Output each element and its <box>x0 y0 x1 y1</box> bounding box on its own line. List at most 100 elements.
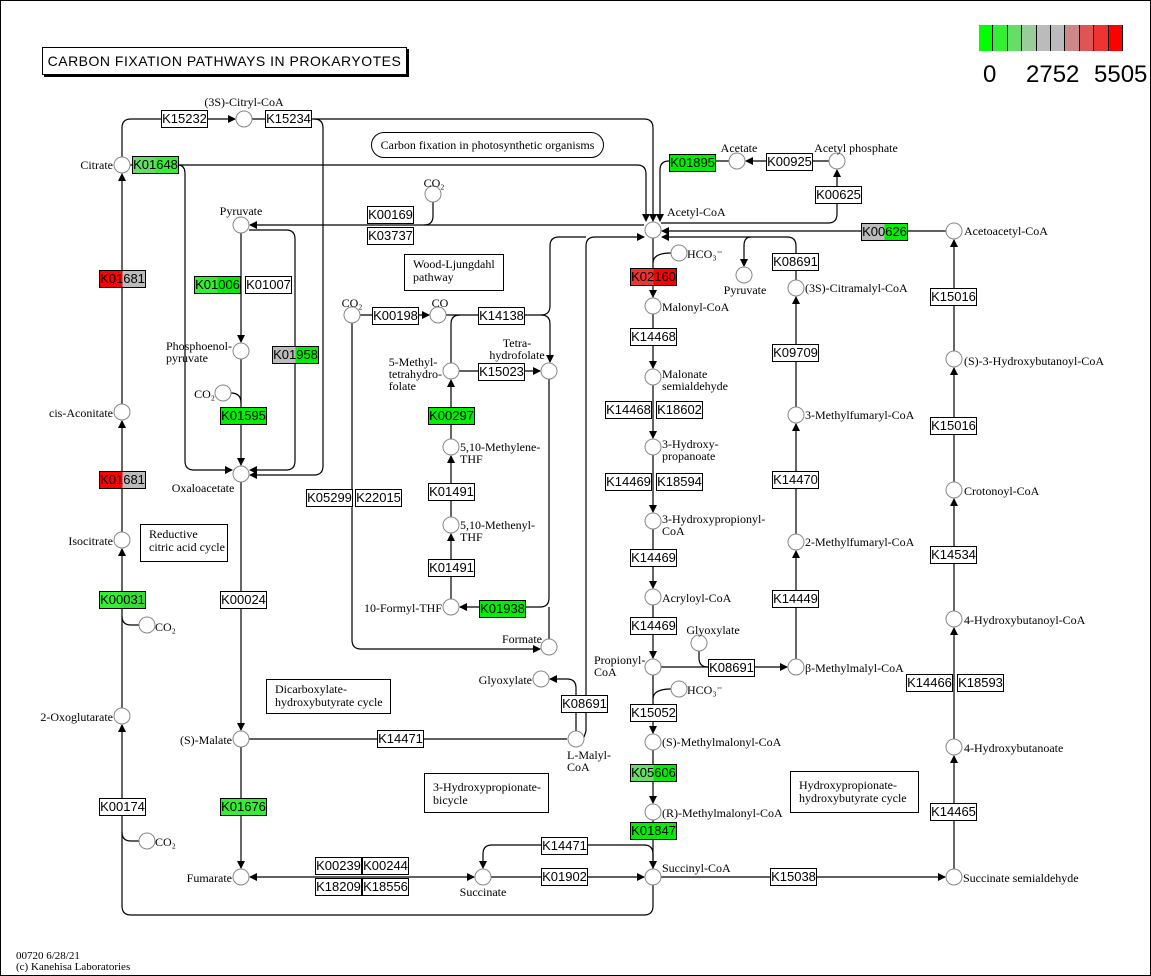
compound-label[interactable]: (3S)-Citramalyl-CoA <box>805 281 908 295</box>
enzyme-box-k14469[interactable]: K14469 <box>630 617 677 635</box>
compound-node[interactable] <box>429 306 447 324</box>
compound-label[interactable]: 3-Methylfumaryl-CoA <box>805 408 915 422</box>
enzyme-box-k14471[interactable]: K14471 <box>541 837 588 855</box>
compound-node[interactable] <box>644 803 662 821</box>
enzyme-box-k14469[interactable]: K14469 <box>630 549 677 567</box>
enzyme-box-k15038[interactable]: K15038 <box>770 868 817 886</box>
compound-label[interactable]: 2-Oxoglutarate <box>40 710 113 724</box>
enzyme-box-k09709[interactable]: K09709 <box>772 344 819 362</box>
compound-node[interactable] <box>540 638 558 656</box>
enzyme-box-k05299[interactable]: K05299 <box>306 489 353 507</box>
compound-node[interactable] <box>113 403 131 421</box>
compound-label[interactable]: Acetoacetyl-CoA <box>964 224 1048 238</box>
enzyme-box-k01676[interactable]: K01676 <box>220 798 267 816</box>
enzyme-box-k01006[interactable]: K01006 <box>194 276 241 294</box>
compound-label[interactable]: Acetyl-CoA <box>667 205 726 219</box>
enzyme-box-k18594[interactable]: K18594 <box>656 473 703 491</box>
compound-label[interactable]: Tetra- hydrofolate <box>489 336 545 362</box>
enzyme-box-k03737[interactable]: K03737 <box>367 227 414 245</box>
enzyme-box-k08691[interactable]: K08691 <box>708 659 755 677</box>
enzyme-box-k14471[interactable]: K14471 <box>377 730 424 748</box>
enzyme-box-k14534[interactable]: K14534 <box>930 546 977 564</box>
enzyme-box-k08691[interactable]: K08691 <box>561 695 608 713</box>
compound-label[interactable]: 5,10-Methenyl- THF <box>460 518 535 544</box>
compound-label[interactable]: Acetate <box>720 141 758 155</box>
compound-node[interactable] <box>343 306 361 324</box>
compound-label[interactable]: 2-Methylfumaryl-CoA <box>805 535 915 549</box>
compound-label[interactable]: β-Methylmalyl-CoA <box>805 661 904 675</box>
enzyme-box-k14465[interactable]: K14465 <box>930 803 977 821</box>
compound-label[interactable]: (S)-Methylmalonyl-CoA <box>662 735 782 749</box>
enzyme-box-k00626[interactable]: K00626 <box>861 223 908 241</box>
compound-label[interactable]: Glyoxylate <box>686 623 740 637</box>
compound-node[interactable] <box>644 438 662 456</box>
compound-node[interactable] <box>113 531 131 549</box>
compound-node[interactable] <box>644 733 662 751</box>
compound-label[interactable]: Pyruvate <box>723 283 767 297</box>
compound-node[interactable] <box>644 297 662 315</box>
enzyme-box-k00925[interactable]: K00925 <box>766 153 813 171</box>
compound-label[interactable]: Isocitrate <box>68 534 113 548</box>
compound-label[interactable]: Formate <box>502 632 542 646</box>
compound-node[interactable] <box>442 598 460 616</box>
compound-label[interactable]: CO <box>431 296 449 310</box>
enzyme-box-k14470[interactable]: K14470 <box>772 471 819 489</box>
compound-label[interactable]: Citrate <box>80 158 113 172</box>
enzyme-box-k05606[interactable]: K05606 <box>630 764 677 782</box>
compound-label[interactable]: 5,10-Methylene- THF <box>460 440 541 466</box>
compound-label[interactable]: Glyoxylate <box>478 673 532 687</box>
compound-node[interactable] <box>540 362 558 380</box>
enzyme-box-k15232[interactable]: K15232 <box>161 110 208 128</box>
compound-node[interactable] <box>214 384 232 402</box>
enzyme-box-k14469[interactable]: K14469 <box>605 473 652 491</box>
compound-node[interactable] <box>644 221 662 239</box>
compound-node[interactable] <box>787 658 805 676</box>
enzyme-box-k00031[interactable]: K00031 <box>99 591 146 609</box>
enzyme-box-k01595[interactable]: K01595 <box>220 407 267 425</box>
compound-label[interactable]: 3-Hydroxypropionyl- CoA <box>662 512 766 538</box>
compound-node[interactable] <box>644 512 662 530</box>
enzyme-box-k01895[interactable]: K01895 <box>669 154 716 172</box>
map-title[interactable]: CARBON FIXATION PATHWAYS IN PROKARYOTES <box>42 47 407 75</box>
compound-label[interactable]: cis-Aconitate <box>49 406 113 420</box>
enzyme-box-k01681[interactable]: K01681 <box>99 471 146 489</box>
enzyme-box-k22015[interactable]: K22015 <box>355 489 402 507</box>
compound-node[interactable] <box>113 707 131 725</box>
enzyme-box-k01491[interactable]: K01491 <box>428 559 475 577</box>
enzyme-box-k18593[interactable]: K18593 <box>957 674 1004 692</box>
compound-label[interactable]: (R)-Methylmalonyl-CoA <box>662 806 783 820</box>
compound-node[interactable] <box>474 868 492 886</box>
enzyme-box-k00625[interactable]: K00625 <box>815 186 862 204</box>
compound-node[interactable] <box>232 342 250 360</box>
compound-node[interactable] <box>232 216 250 234</box>
compound-node[interactable] <box>138 832 156 850</box>
compound-node[interactable] <box>232 868 250 886</box>
compound-label[interactable]: L-Malyl- CoA <box>567 748 611 774</box>
enzyme-box-k18556[interactable]: K18556 <box>362 878 409 896</box>
enzyme-box-k01681[interactable]: K01681 <box>99 270 146 288</box>
enzyme-box-k00169[interactable]: K00169 <box>367 206 414 224</box>
compound-node[interactable] <box>232 730 250 748</box>
enzyme-box-k15023[interactable]: K15023 <box>478 363 525 381</box>
compound-node[interactable] <box>690 634 708 652</box>
compound-node[interactable] <box>945 481 963 499</box>
compound-node[interactable] <box>235 110 253 128</box>
compound-node[interactable] <box>232 465 250 483</box>
compound-label[interactable]: Pyruvate <box>219 204 263 218</box>
compound-label[interactable]: HCO₃⁻ <box>687 247 723 261</box>
enzyme-box-k01648[interactable]: K01648 <box>132 156 179 174</box>
enzyme-box-k00174[interactable]: K00174 <box>99 798 146 816</box>
compound-label[interactable]: 4-Hydroxybutanoate <box>964 741 1064 755</box>
enzyme-box-k08691[interactable]: K08691 <box>772 253 819 271</box>
compound-node[interactable] <box>945 868 963 886</box>
compound-node[interactable] <box>644 868 662 886</box>
enzyme-box-k00198[interactable]: K00198 <box>372 307 419 325</box>
compound-label[interactable]: Crotonoyl-CoA <box>964 484 1040 498</box>
compound-label[interactable]: Succinate semialdehyde <box>963 871 1079 885</box>
enzyme-box-k01902[interactable]: K01902 <box>541 868 588 886</box>
compound-node[interactable] <box>644 658 662 676</box>
enzyme-box-k15016[interactable]: K15016 <box>930 288 977 306</box>
compound-label[interactable]: (S)-Malate <box>180 733 232 747</box>
compound-label[interactable]: Malonate semialdehyde <box>662 367 728 393</box>
enzyme-box-k15234[interactable]: K15234 <box>265 110 312 128</box>
